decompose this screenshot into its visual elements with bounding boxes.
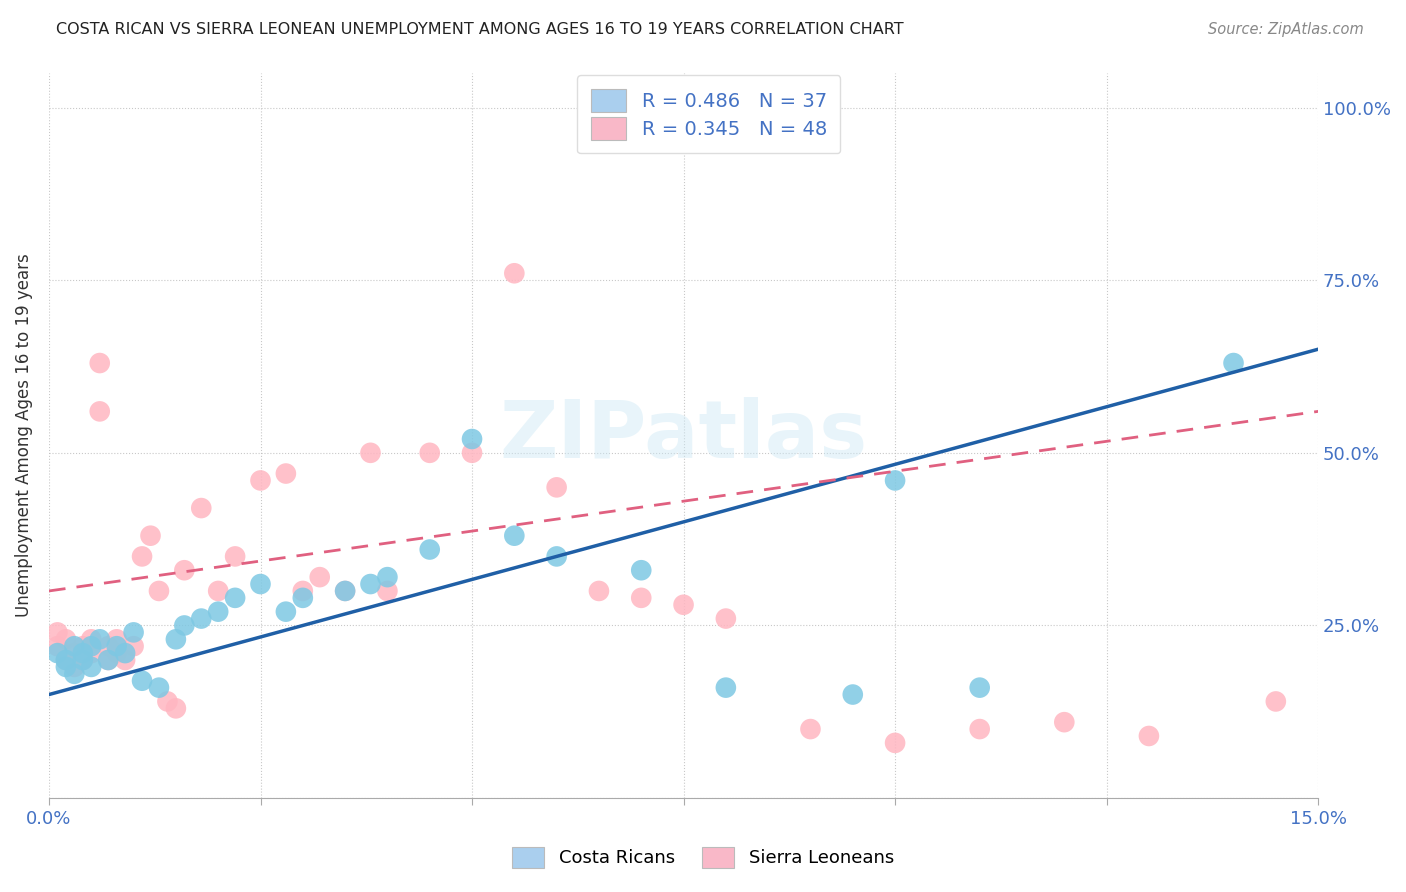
Point — [55, 653, 77, 667]
Point — [1137, 729, 1160, 743]
Point — [72, 653, 94, 667]
Point — [333, 583, 356, 598]
Point — [969, 681, 991, 695]
Point — [274, 467, 297, 481]
Point — [97, 653, 120, 667]
Point — [249, 577, 271, 591]
Point — [131, 673, 153, 688]
Point — [207, 605, 229, 619]
Point — [46, 625, 69, 640]
Point — [546, 480, 568, 494]
Point — [165, 632, 187, 647]
Point — [46, 639, 69, 653]
Point — [148, 681, 170, 695]
Point — [842, 688, 865, 702]
Point — [55, 653, 77, 667]
Text: ZIPatlas: ZIPatlas — [499, 397, 868, 475]
Point — [97, 639, 120, 653]
Point — [173, 563, 195, 577]
Point — [360, 446, 382, 460]
Point — [714, 611, 737, 625]
Point — [97, 653, 120, 667]
Legend: Costa Ricans, Sierra Leoneans: Costa Ricans, Sierra Leoneans — [501, 836, 905, 879]
Point — [63, 666, 86, 681]
Point — [105, 632, 128, 647]
Point — [1222, 356, 1244, 370]
Point — [55, 660, 77, 674]
Point — [148, 583, 170, 598]
Point — [419, 446, 441, 460]
Point — [461, 432, 484, 446]
Point — [165, 701, 187, 715]
Point — [190, 611, 212, 625]
Point — [46, 646, 69, 660]
Point — [588, 583, 610, 598]
Point — [224, 591, 246, 605]
Point — [72, 639, 94, 653]
Point — [714, 681, 737, 695]
Point — [1053, 715, 1076, 730]
Point — [131, 549, 153, 564]
Point — [503, 529, 526, 543]
Point — [89, 404, 111, 418]
Point — [546, 549, 568, 564]
Point — [63, 660, 86, 674]
Point — [173, 618, 195, 632]
Point — [80, 646, 103, 660]
Y-axis label: Unemployment Among Ages 16 to 19 years: Unemployment Among Ages 16 to 19 years — [15, 253, 32, 617]
Point — [114, 646, 136, 660]
Point — [55, 632, 77, 647]
Text: Source: ZipAtlas.com: Source: ZipAtlas.com — [1208, 22, 1364, 37]
Point — [630, 591, 652, 605]
Point — [419, 542, 441, 557]
Point — [224, 549, 246, 564]
Point — [122, 625, 145, 640]
Point — [630, 563, 652, 577]
Point — [333, 583, 356, 598]
Point — [63, 639, 86, 653]
Point — [884, 736, 907, 750]
Point — [884, 474, 907, 488]
Point — [672, 598, 695, 612]
Point — [360, 577, 382, 591]
Point — [190, 501, 212, 516]
Point — [80, 639, 103, 653]
Point — [207, 583, 229, 598]
Point — [291, 583, 314, 598]
Point — [105, 639, 128, 653]
Point — [63, 646, 86, 660]
Point — [139, 529, 162, 543]
Point — [1264, 694, 1286, 708]
Point — [122, 639, 145, 653]
Point — [308, 570, 330, 584]
Point — [72, 646, 94, 660]
Point — [969, 722, 991, 736]
Point — [461, 446, 484, 460]
Point — [80, 660, 103, 674]
Point — [503, 266, 526, 280]
Point — [72, 653, 94, 667]
Point — [377, 570, 399, 584]
Point — [89, 632, 111, 647]
Point — [105, 646, 128, 660]
Point — [799, 722, 821, 736]
Point — [249, 474, 271, 488]
Point — [274, 605, 297, 619]
Text: COSTA RICAN VS SIERRA LEONEAN UNEMPLOYMENT AMONG AGES 16 TO 19 YEARS CORRELATION: COSTA RICAN VS SIERRA LEONEAN UNEMPLOYME… — [56, 22, 904, 37]
Point — [89, 356, 111, 370]
Point — [156, 694, 179, 708]
Point — [114, 653, 136, 667]
Point — [291, 591, 314, 605]
Point — [377, 583, 399, 598]
Legend: R = 0.486   N = 37, R = 0.345   N = 48: R = 0.486 N = 37, R = 0.345 N = 48 — [578, 76, 841, 153]
Point — [80, 632, 103, 647]
